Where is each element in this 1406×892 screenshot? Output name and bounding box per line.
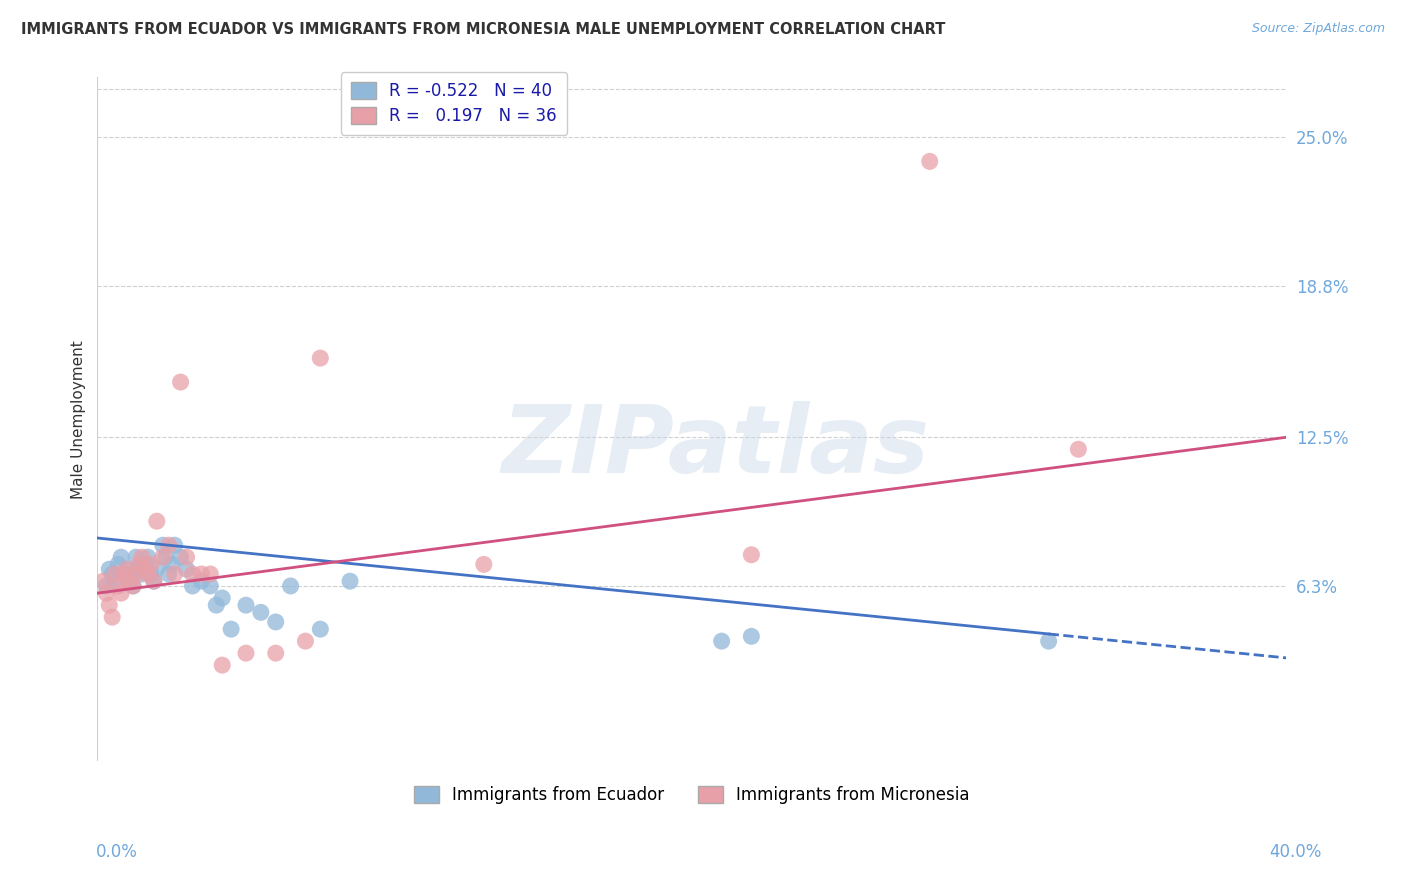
Point xyxy=(134,562,156,576)
Point xyxy=(918,154,941,169)
Point xyxy=(264,646,287,660)
Point xyxy=(169,375,191,389)
Point xyxy=(309,351,332,365)
Point xyxy=(190,574,212,589)
Point xyxy=(211,591,233,605)
Point xyxy=(134,558,156,572)
Point xyxy=(181,566,204,581)
Point xyxy=(740,548,762,562)
Point xyxy=(176,562,198,576)
Point xyxy=(200,579,222,593)
Point xyxy=(142,574,165,589)
Point xyxy=(115,562,138,576)
Point xyxy=(118,574,141,589)
Point xyxy=(205,598,228,612)
Point xyxy=(157,566,180,581)
Point xyxy=(122,579,145,593)
Text: 40.0%: 40.0% xyxy=(1270,843,1322,861)
Point xyxy=(125,550,148,565)
Point xyxy=(1038,634,1060,648)
Point xyxy=(110,550,132,565)
Point xyxy=(211,658,233,673)
Y-axis label: Male Unemployment: Male Unemployment xyxy=(72,340,86,499)
Point xyxy=(125,566,148,581)
Point xyxy=(115,562,138,576)
Point xyxy=(309,622,332,636)
Point xyxy=(235,598,257,612)
Point xyxy=(98,562,121,576)
Point xyxy=(101,610,124,624)
Point xyxy=(176,550,198,565)
Point xyxy=(200,566,222,581)
Point xyxy=(146,562,169,576)
Point xyxy=(128,558,150,572)
Point xyxy=(163,566,186,581)
Point xyxy=(104,566,127,581)
Point xyxy=(1067,442,1090,457)
Point xyxy=(101,566,124,581)
Point xyxy=(128,562,150,576)
Point xyxy=(118,574,141,589)
Point xyxy=(98,598,121,612)
Point xyxy=(155,550,177,565)
Point xyxy=(146,514,169,528)
Point xyxy=(235,646,257,660)
Point xyxy=(219,622,242,636)
Point xyxy=(163,538,186,552)
Point xyxy=(157,538,180,552)
Point xyxy=(169,550,191,565)
Point xyxy=(740,629,762,643)
Point xyxy=(131,566,153,581)
Point xyxy=(181,579,204,593)
Text: IMMIGRANTS FROM ECUADOR VS IMMIGRANTS FROM MICRONESIA MALE UNEMPLOYMENT CORRELAT: IMMIGRANTS FROM ECUADOR VS IMMIGRANTS FR… xyxy=(21,22,945,37)
Point xyxy=(152,550,174,565)
Point xyxy=(710,634,733,648)
Point xyxy=(139,566,162,581)
Point xyxy=(91,574,114,589)
Text: ZIPatlas: ZIPatlas xyxy=(502,401,929,492)
Point xyxy=(112,566,135,581)
Point xyxy=(96,586,118,600)
Legend: Immigrants from Ecuador, Immigrants from Micronesia: Immigrants from Ecuador, Immigrants from… xyxy=(404,776,980,814)
Point xyxy=(142,574,165,589)
Point xyxy=(250,605,273,619)
Point xyxy=(131,550,153,565)
Point xyxy=(104,574,127,589)
Point xyxy=(112,566,135,581)
Point xyxy=(110,586,132,600)
Point xyxy=(107,579,129,593)
Point xyxy=(339,574,361,589)
Text: Source: ZipAtlas.com: Source: ZipAtlas.com xyxy=(1251,22,1385,36)
Point xyxy=(107,558,129,572)
Point xyxy=(152,538,174,552)
Point xyxy=(190,566,212,581)
Point xyxy=(122,579,145,593)
Point xyxy=(472,558,495,572)
Point xyxy=(264,615,287,629)
Point xyxy=(294,634,316,648)
Text: 0.0%: 0.0% xyxy=(96,843,138,861)
Point xyxy=(96,579,118,593)
Point xyxy=(136,550,159,565)
Point xyxy=(160,558,183,572)
Point xyxy=(139,558,162,572)
Point xyxy=(136,566,159,581)
Point xyxy=(280,579,302,593)
